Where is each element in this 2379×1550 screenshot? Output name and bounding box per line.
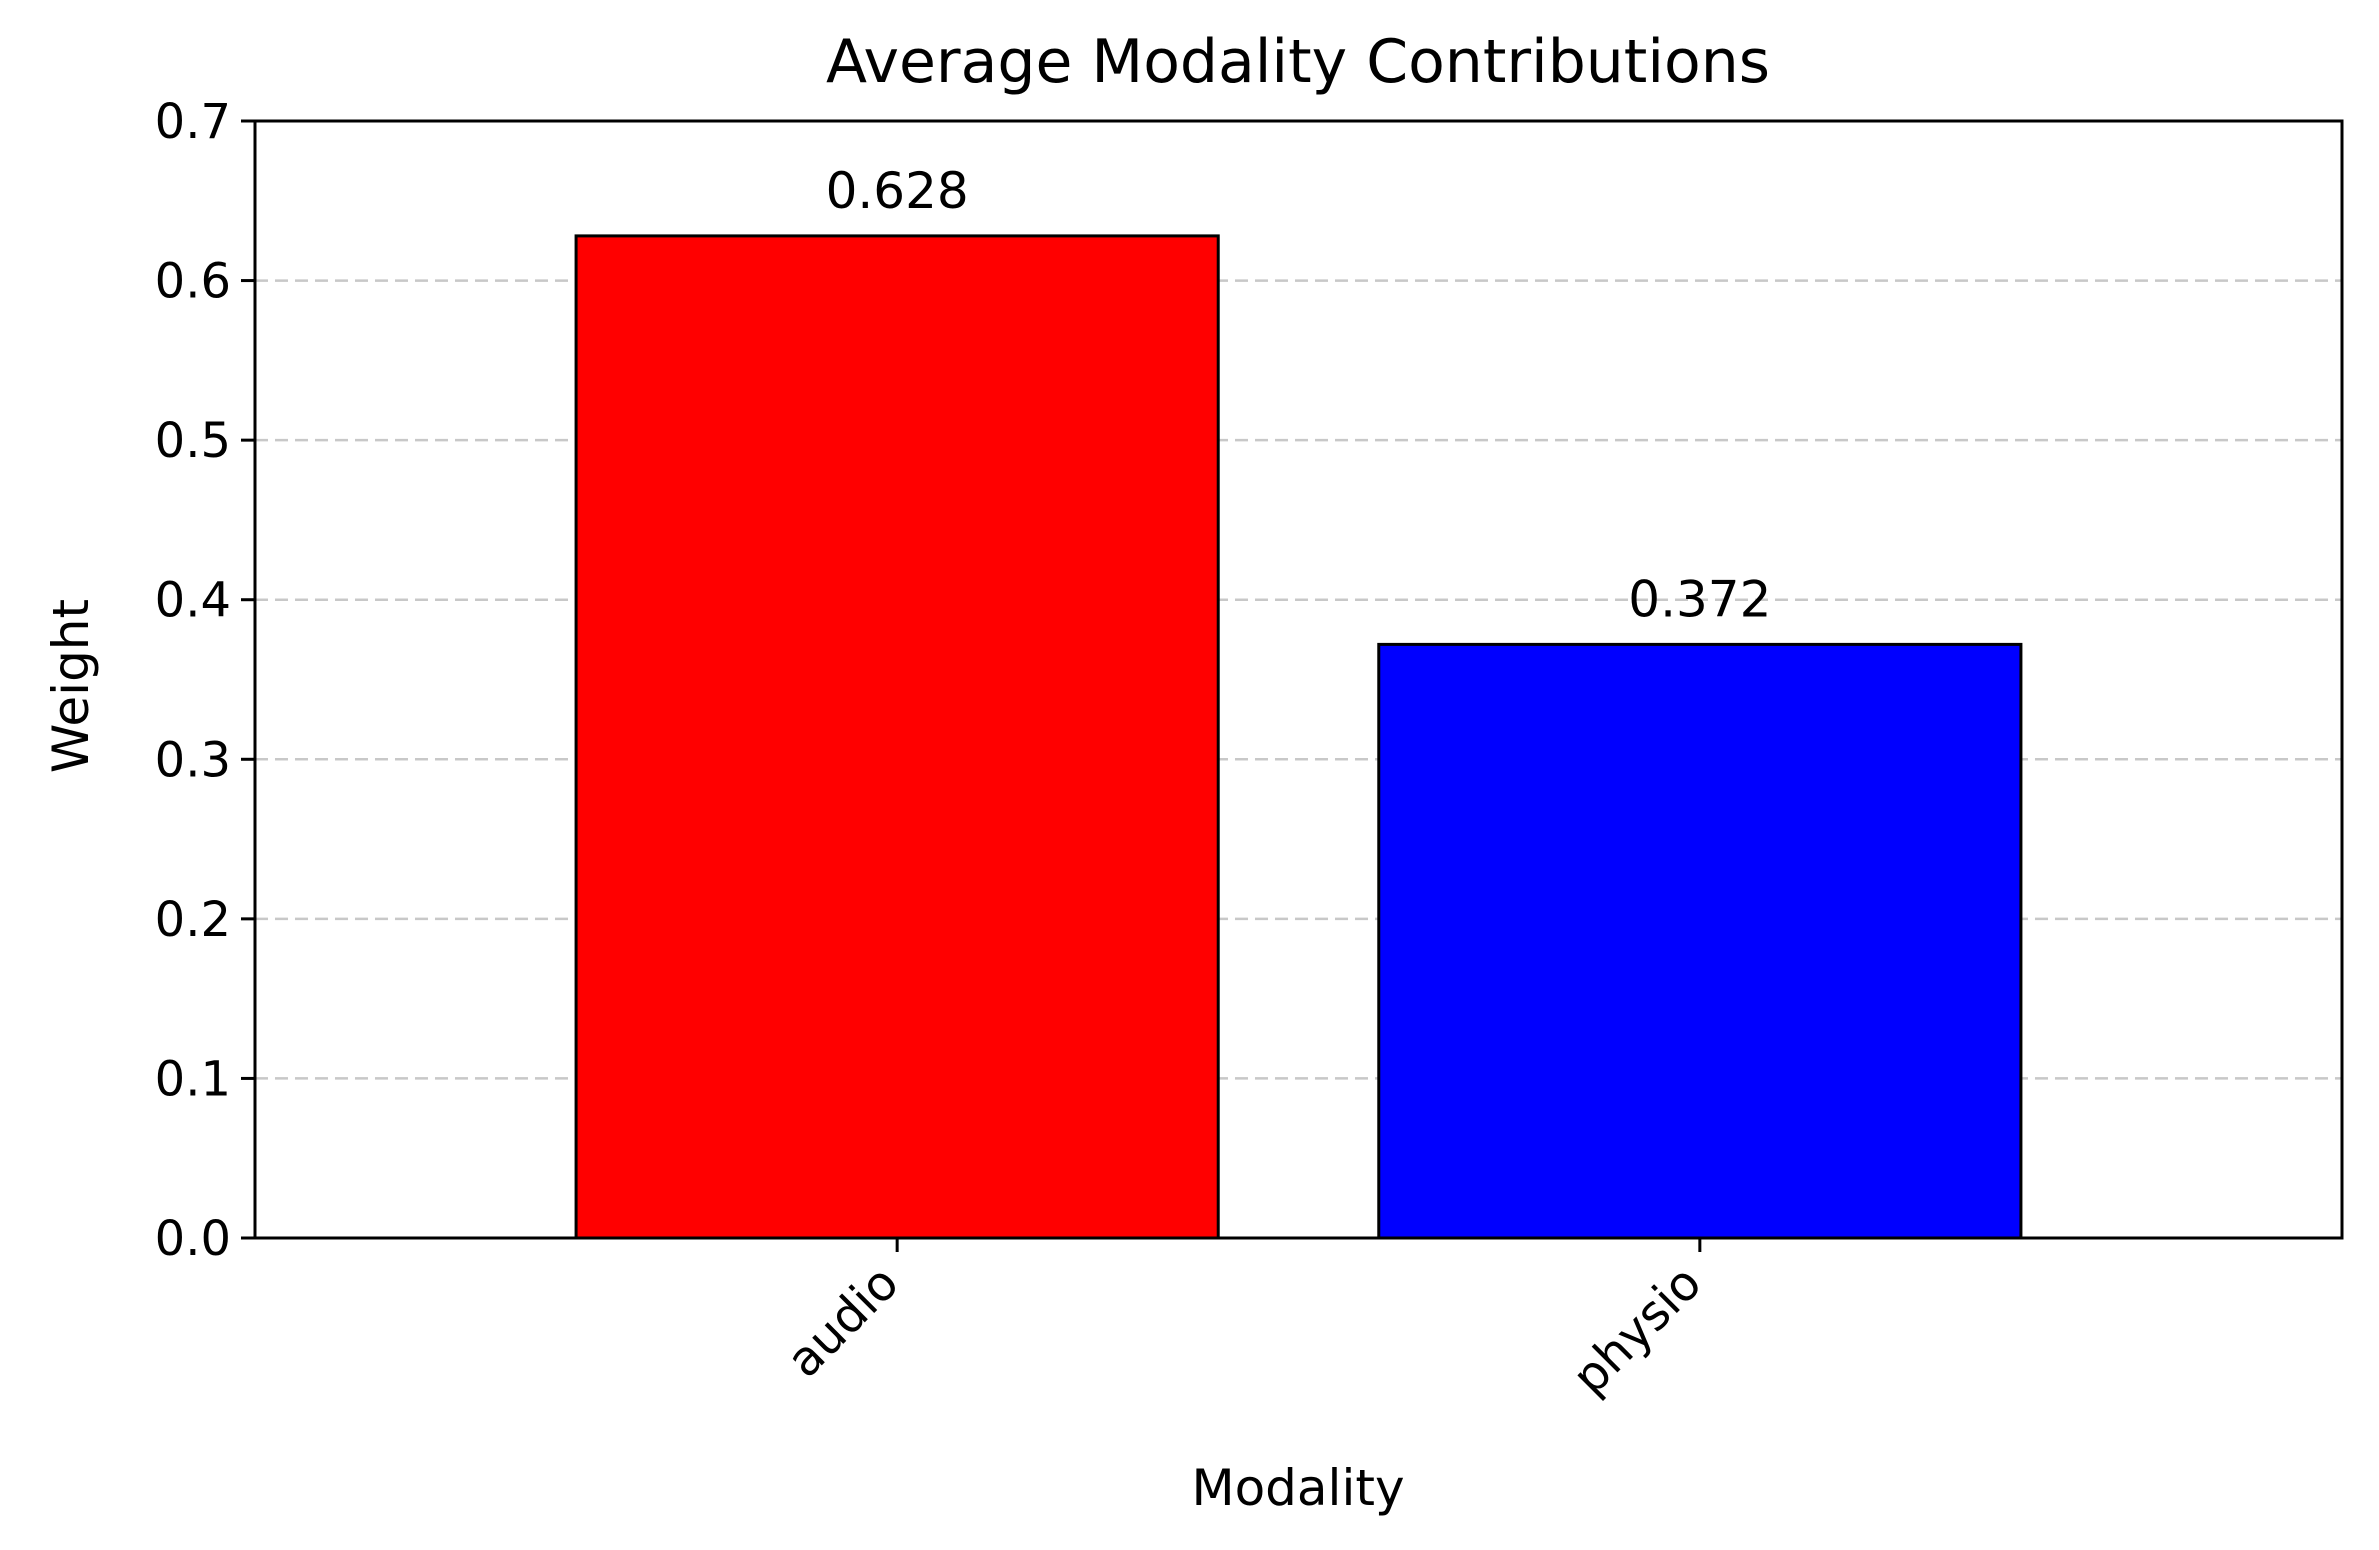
data-label-audio: 0.628 bbox=[826, 162, 969, 220]
data-labels: 0.628 0.372 bbox=[826, 162, 1772, 629]
gridlines bbox=[255, 279, 2342, 1080]
y-tick-label: 0.3 bbox=[155, 732, 231, 788]
bar-physio bbox=[1377, 642, 2023, 1240]
chart-title: Average Modality Contributions bbox=[826, 27, 1770, 97]
x-tick-label-physio: physio bbox=[1562, 1255, 1713, 1406]
data-label-physio: 0.372 bbox=[1628, 570, 1771, 628]
y-tick-label: 0.0 bbox=[155, 1211, 231, 1267]
y-tick-label: 0.2 bbox=[155, 892, 231, 948]
x-axis-label: Modality bbox=[1191, 1459, 1404, 1517]
plot-frame bbox=[253, 119, 2344, 1240]
axes bbox=[253, 119, 2344, 1240]
y-axis-label: Weight bbox=[42, 599, 100, 773]
y-tick-label: 0.7 bbox=[155, 94, 231, 150]
bars bbox=[574, 234, 2023, 1240]
y-tick-label: 0.1 bbox=[155, 1051, 231, 1107]
y-tick-label: 0.5 bbox=[155, 413, 231, 469]
y-tick-label: 0.6 bbox=[155, 254, 231, 310]
y-tick-label: 0.4 bbox=[155, 573, 231, 629]
x-tick-label-audio: audio bbox=[776, 1255, 910, 1389]
bar-audio bbox=[574, 234, 1220, 1240]
